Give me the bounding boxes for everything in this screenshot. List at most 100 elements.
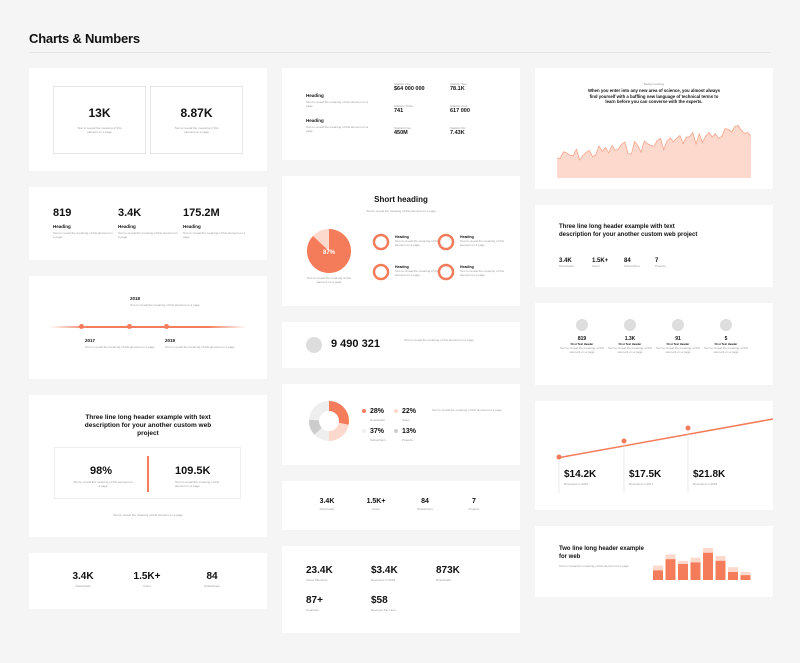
stat-label: Active Members [306, 578, 328, 582]
stat-value: 819 [53, 207, 72, 219]
stat-item: 873K Downloads [436, 565, 460, 582]
card-five-stats: 23.4K Active Members $3.4K Revenues in 201… [282, 546, 520, 633]
stat-box: 8.87K Text to reveal the meaning of this… [150, 86, 243, 154]
bar-chart [653, 548, 751, 580]
page-title: Charts & Numbers [29, 31, 140, 46]
stat-value: $21.8K [693, 469, 726, 480]
card-bar-chart: Two line long header example for web Tex… [535, 526, 773, 597]
grid-cell: Statistic Four 617 000 [450, 104, 470, 114]
donut-seg-4 [309, 401, 349, 441]
card-heading: Three line long header example with text… [84, 414, 212, 437]
stat-desc: Text to reveal the meaning of this eleme… [183, 231, 246, 239]
main-pie: 87% [306, 229, 351, 273]
donut-seg-2 [309, 401, 349, 441]
stats-divider [147, 456, 149, 492]
block-desc: Text to reveal the meaning of this eleme… [306, 125, 369, 133]
pie-desc: Text to reveal the meaning of this eleme… [306, 276, 352, 284]
timeline-desc: Text to reveal the meaning of this eleme… [130, 303, 200, 307]
stat-value: 5 [724, 336, 728, 342]
stat-value: $58 [371, 595, 388, 606]
stat-label: Downloads [319, 507, 335, 511]
bar-front [728, 572, 738, 580]
revenue-point [621, 438, 627, 444]
stats-box: 98% Text to reveal the meaning of this e… [54, 447, 241, 499]
stat-value: 3.4K [559, 258, 572, 264]
stat-label: First Text Header [618, 342, 642, 346]
revenue-stat: $17.5K Revenues in 2017 [629, 469, 661, 486]
stat-value: 87+ [306, 595, 323, 606]
stat-item: 84 Subscribers [407, 498, 443, 511]
revenue-stat: $21.8K Revenues in 2018 [693, 469, 725, 486]
card-desc: Text to reveal the meaning of this eleme… [366, 209, 436, 213]
stat-value: 8.87K [180, 106, 213, 120]
bar-front [703, 552, 713, 580]
stat-item: 3.4K Downloads [63, 571, 103, 588]
stat-item: 84 Subscribers [192, 571, 232, 588]
stat-value: 98% [90, 465, 113, 477]
stat-desc: Text to reveal the meaning of this eleme… [77, 126, 122, 134]
stat-value: 13K [88, 106, 111, 120]
stat-value: $3.4K [371, 565, 398, 576]
card-header-four-stats: Three line long header example with text… [535, 205, 773, 287]
ring-icon [437, 233, 455, 251]
stat-value: 84 [206, 571, 218, 582]
circle-icon [672, 319, 684, 331]
cell-value: $64 000 000 [394, 86, 425, 92]
stat-desc: Text to reveal the meaning of this eleme… [174, 126, 219, 134]
stat-label: Revenues in 2016 [564, 482, 589, 486]
legend-value: 28% [370, 408, 385, 415]
stat-item: 1.5K+ Users [127, 571, 167, 588]
stat-item: 1.3K First Text Header Text to reveal the … [605, 319, 655, 354]
stat-value: 819 [577, 336, 587, 342]
timeline-dot [79, 324, 84, 329]
donut-seg-1 [309, 401, 349, 441]
pie-label: 87% [323, 250, 336, 256]
card-statistic-grid: Heading Text to reveal the meaning of th… [282, 68, 520, 160]
stat-item: 1.5K+ Users [592, 258, 608, 268]
legend-label: Users [402, 418, 410, 422]
stat-item: 7 Projects [456, 498, 492, 511]
chart-kicker: Badge heading [643, 82, 665, 86]
stat-value: 7 [655, 258, 659, 264]
card-timeline: 2018 Text to reveal the meaning of this … [29, 276, 267, 379]
stat-desc: Text to reveal the meaning of this eleme… [118, 231, 178, 239]
stat-label: Subscribers [624, 264, 640, 268]
card-heading: Three line long header example with text… [559, 224, 698, 238]
bar-front [740, 575, 751, 580]
stat-value: 3.4K [319, 498, 335, 505]
legend-label: Subscribers [370, 438, 386, 442]
ring-icon [437, 263, 455, 281]
ring-icon [372, 233, 390, 251]
card-three-stats-simple: 3.4K Downloads 1.5K+ Users 84 Subscriber… [29, 553, 267, 609]
donut-chart [309, 401, 349, 441]
stat-value: 1.5K+ [133, 571, 161, 582]
block-heading: Heading [306, 118, 324, 123]
grid-cell: Statistic Five 450M [394, 126, 411, 136]
ring-heading: Heading [395, 235, 409, 239]
text-block: Heading Text to reveal the meaning of th… [306, 93, 372, 108]
stat-label: Subscribers [204, 584, 220, 588]
stat-label: Revenue Per Hour [371, 608, 396, 612]
revenue-stat: $14.2K Revenues in 2016 [564, 469, 596, 486]
big-number: 9 490 321 [331, 338, 380, 350]
stat-desc: Text to reveal the meaning of this eleme… [655, 346, 701, 354]
grid-cell: Statistic Two 78.1K [450, 82, 467, 92]
stat-heading: Heading [53, 224, 71, 229]
circle-icon [306, 337, 322, 353]
stat-value: 84 [421, 498, 429, 505]
ring-heading: Heading [460, 235, 474, 239]
cell-label: Statistic Four [450, 104, 468, 108]
stat-item: 819 Heading Text to reveal the meaning o… [53, 207, 113, 239]
card-icon-stats: 819 First Text Header Text to reveal the m… [535, 303, 773, 385]
bar-front [653, 570, 663, 580]
stat-value: 1.3K [624, 336, 636, 342]
stat-item: $58 Revenue Per Hour [371, 595, 396, 612]
cell-value: 450M [394, 130, 408, 136]
text-block: Heading Text to reveal the meaning of th… [306, 118, 372, 133]
stat-label: Users [592, 264, 600, 268]
block-desc: Text to reveal the meaning of this eleme… [306, 100, 369, 108]
legend-label: Projects [402, 438, 413, 442]
stat-item: $3.4K Revenues in 2018 [371, 565, 398, 582]
ring-heading: Heading [460, 265, 474, 269]
